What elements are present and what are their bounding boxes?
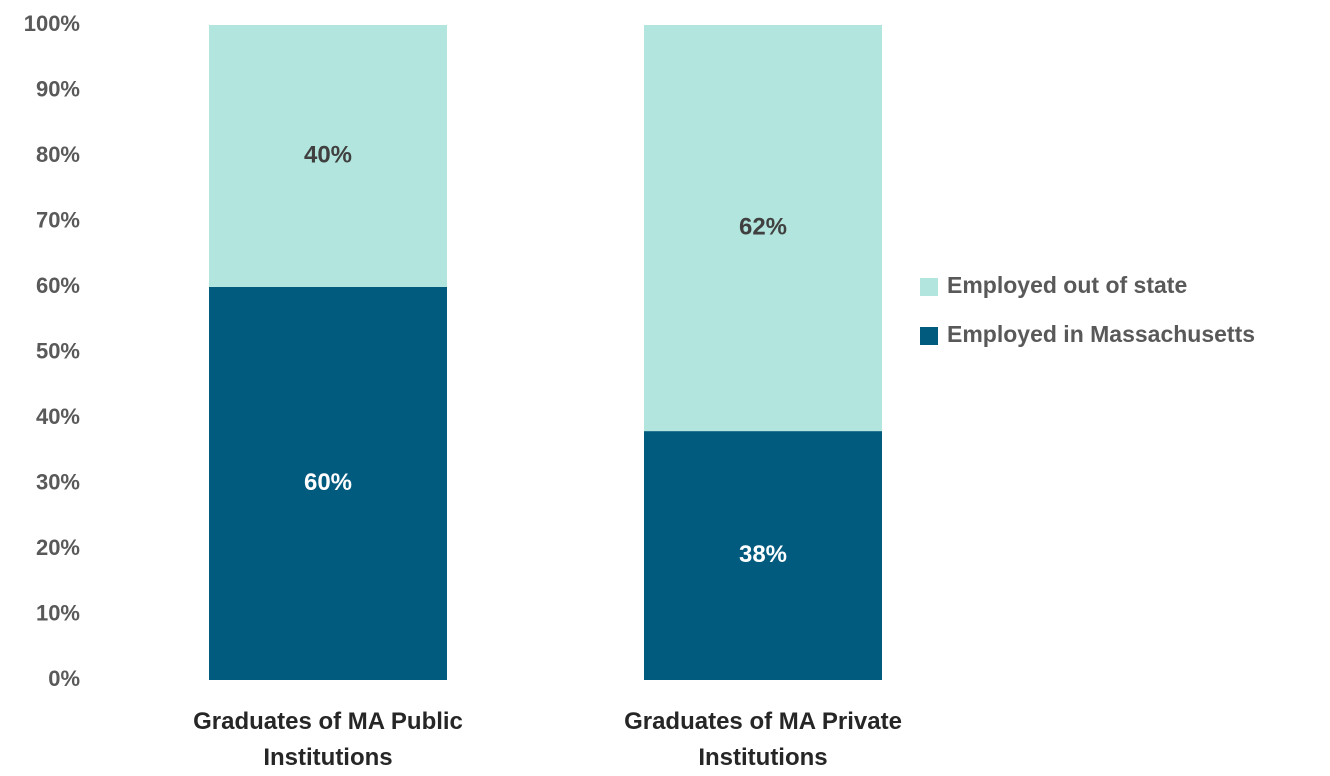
data-label: 62% xyxy=(739,213,787,240)
y-tick-label: 10% xyxy=(36,600,80,625)
bar-segment xyxy=(209,287,447,680)
y-tick-label: 20% xyxy=(36,535,80,560)
bar-segment xyxy=(209,25,447,287)
y-tick-label: 90% xyxy=(36,76,80,101)
legend-label: Employed out of state xyxy=(947,272,1187,298)
data-label: 38% xyxy=(739,541,787,568)
y-tick-label: 40% xyxy=(36,404,80,429)
legend-label: Employed in Massachusetts xyxy=(947,321,1255,347)
legend-swatch xyxy=(920,327,938,345)
data-label: 40% xyxy=(304,141,352,168)
legend-swatch xyxy=(920,278,938,296)
data-label: 60% xyxy=(304,469,352,496)
y-tick-label: 50% xyxy=(36,338,80,363)
y-tick-label: 60% xyxy=(36,273,80,298)
y-tick-label: 100% xyxy=(24,11,80,36)
x-tick-label: Graduates of MA Private Institutions xyxy=(624,708,902,771)
x-tick-label: Graduates of MA Public Institutions xyxy=(193,708,463,771)
bar-segment xyxy=(644,431,882,680)
y-tick-label: 30% xyxy=(36,469,80,494)
y-tick-label: 70% xyxy=(36,207,80,232)
y-tick-label: 0% xyxy=(48,666,80,691)
y-tick-label: 80% xyxy=(36,142,80,167)
bar-segment xyxy=(644,25,882,432)
